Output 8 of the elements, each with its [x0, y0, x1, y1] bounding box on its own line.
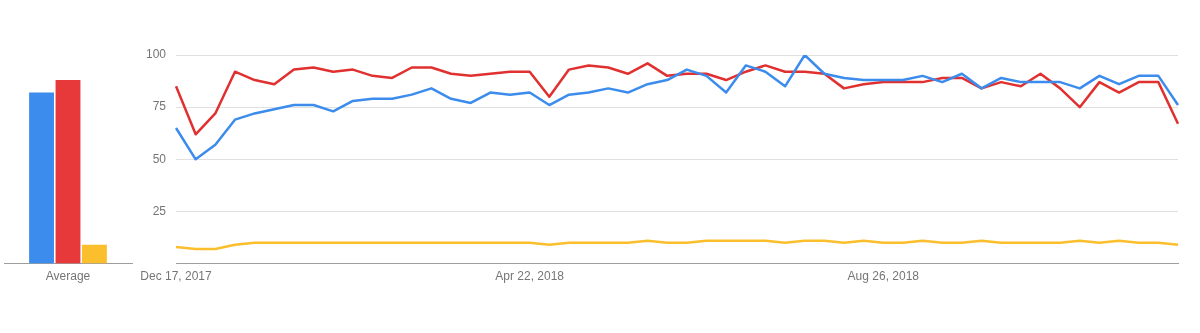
- y-tick-label: 100: [145, 47, 167, 62]
- x-tick-label: Dec 17, 2017: [140, 269, 213, 284]
- y-tick-label: 75: [152, 99, 167, 114]
- x-tick-label: Apr 22, 2018: [495, 269, 565, 284]
- y-tick-label: 50: [152, 151, 167, 166]
- x-tick-label: Average: [45, 269, 91, 284]
- y-tick-label: 25: [152, 203, 167, 218]
- x-tick-label: Aug 26, 2018: [847, 269, 920, 284]
